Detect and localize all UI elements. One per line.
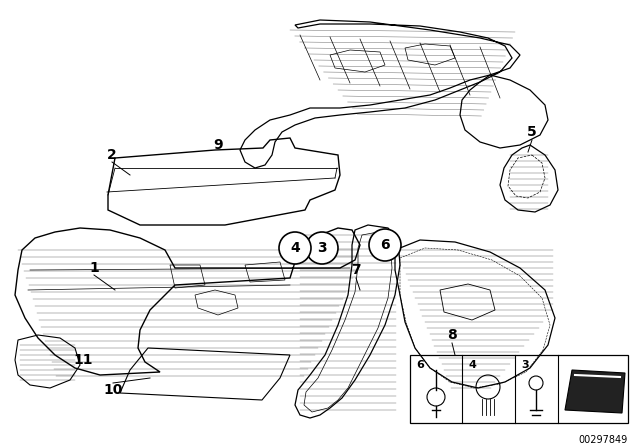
- Text: 6: 6: [416, 360, 424, 370]
- Text: 7: 7: [351, 263, 361, 277]
- Text: 6: 6: [380, 238, 390, 252]
- Text: 5: 5: [527, 125, 537, 139]
- Circle shape: [306, 232, 338, 264]
- Text: 4: 4: [468, 360, 476, 370]
- Text: 8: 8: [447, 328, 457, 342]
- Text: 10: 10: [103, 383, 123, 397]
- Text: 00297849: 00297849: [579, 435, 628, 445]
- Circle shape: [369, 229, 401, 261]
- Text: 3: 3: [521, 360, 529, 370]
- Text: 11: 11: [73, 353, 93, 367]
- Text: 3: 3: [317, 241, 327, 255]
- Circle shape: [279, 232, 311, 264]
- Bar: [410, 355, 628, 423]
- Text: 4: 4: [290, 241, 300, 255]
- Text: 1: 1: [89, 261, 99, 275]
- Text: 2: 2: [107, 148, 117, 162]
- Text: 9: 9: [213, 138, 223, 152]
- Polygon shape: [565, 370, 625, 413]
